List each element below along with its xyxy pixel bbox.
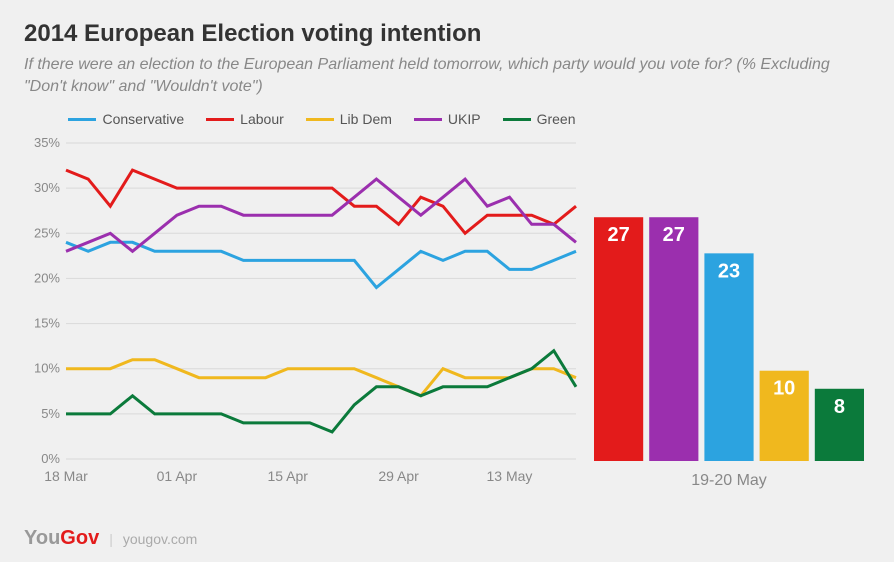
- legend-swatch: [414, 118, 442, 121]
- footer-url: yougov.com: [123, 531, 197, 547]
- y-tick-label: 30%: [34, 180, 60, 195]
- x-tick-label: 01 Apr: [157, 468, 198, 484]
- legend-item: Labour: [206, 111, 284, 127]
- bar-value-label: 27: [607, 224, 629, 246]
- y-tick-label: 5%: [41, 406, 60, 421]
- legend: Conservative Labour Lib Dem UKIP Green: [24, 111, 584, 127]
- bar-conservative: [704, 254, 753, 462]
- bar-chart-wrap: 27 27 23 10 8 19-20 May: [594, 111, 874, 497]
- legend-label: Conservative: [102, 111, 184, 127]
- legend-swatch: [68, 118, 96, 121]
- bar-ukip: [649, 217, 698, 461]
- chart-subtitle: If there were an election to the Europea…: [24, 54, 844, 97]
- y-tick-label: 0%: [41, 451, 60, 466]
- bar-value-label: 27: [663, 224, 685, 246]
- y-tick-label: 10%: [34, 361, 60, 376]
- bar-labour: [594, 217, 643, 461]
- legend-label: Green: [537, 111, 576, 127]
- bar-chart: 27 27 23 10 8 19-20 May: [594, 111, 874, 497]
- legend-label: UKIP: [448, 111, 481, 127]
- legend-item: Lib Dem: [306, 111, 392, 127]
- series-conservative: [66, 242, 576, 287]
- series-green: [66, 351, 576, 432]
- y-tick-label: 25%: [34, 225, 60, 240]
- y-tick-label: 35%: [34, 135, 60, 150]
- line-chart: 0% 5% 10% 15% 20% 25% 30% 35% 18 Mar 01 Apr 15 Apr…: [24, 135, 584, 495]
- legend-item: UKIP: [414, 111, 481, 127]
- footer: YouGov | yougov.com: [24, 527, 197, 550]
- x-tick-label: 18 Mar: [44, 468, 88, 484]
- legend-item: Green: [503, 111, 576, 127]
- legend-swatch: [206, 118, 234, 121]
- x-tick-label: 29 Apr: [378, 468, 419, 484]
- logo: YouGov: [24, 527, 99, 550]
- chart-container: 2014 European Election voting intention …: [0, 0, 894, 562]
- bar-x-label: 19-20 May: [691, 472, 767, 489]
- legend-item: Conservative: [68, 111, 184, 127]
- chart-title: 2014 European Election voting intention: [24, 20, 870, 48]
- legend-label: Labour: [240, 111, 284, 127]
- y-tick-label: 20%: [34, 271, 60, 286]
- logo-you: You: [24, 527, 60, 549]
- legend-label: Lib Dem: [340, 111, 392, 127]
- series-lib-dem: [66, 360, 576, 396]
- divider: |: [109, 531, 113, 547]
- legend-swatch: [306, 118, 334, 121]
- x-tick-label: 13 May: [487, 468, 533, 484]
- bar-value-label: 23: [718, 261, 740, 283]
- bar-value-label: 8: [834, 396, 845, 418]
- logo-gov: Gov: [60, 527, 99, 549]
- line-chart-wrap: Conservative Labour Lib Dem UKIP Green 0% 5% 1…: [24, 111, 584, 497]
- y-tick-label: 15%: [34, 316, 60, 331]
- legend-swatch: [503, 118, 531, 121]
- x-tick-label: 15 Apr: [267, 468, 308, 484]
- bar-value-label: 10: [773, 378, 795, 400]
- chart-area: Conservative Labour Lib Dem UKIP Green 0% 5% 1…: [24, 111, 870, 497]
